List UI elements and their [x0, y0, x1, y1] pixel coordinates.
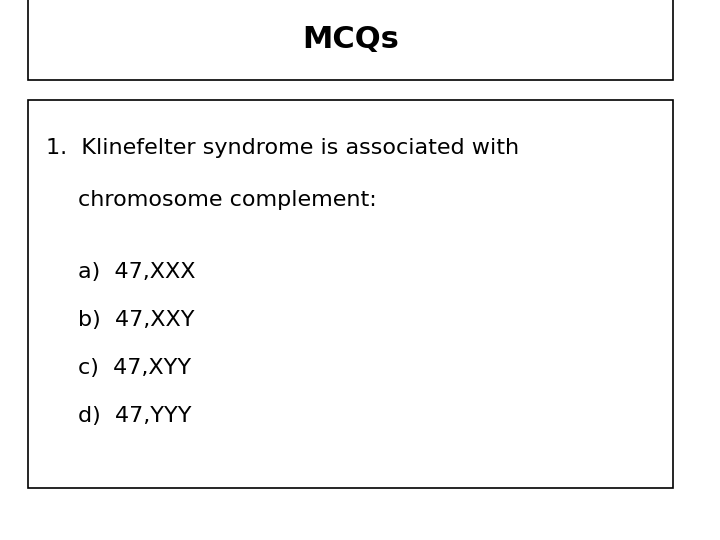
- Text: c)  47,XYY: c) 47,XYY: [78, 358, 191, 378]
- Text: a)  47,XXX: a) 47,XXX: [78, 262, 196, 282]
- Text: chromosome complement:: chromosome complement:: [78, 190, 377, 210]
- Bar: [28, 100, 673, 488]
- Text: b)  47,XXY: b) 47,XXY: [78, 310, 194, 330]
- Text: MCQs: MCQs: [302, 24, 399, 53]
- Text: 1.  Klinefelter syndrome is associated with: 1. Klinefelter syndrome is associated wi…: [46, 138, 519, 158]
- Text: d)  47,YYY: d) 47,YYY: [78, 406, 192, 426]
- Bar: [28, 0, 673, 80]
